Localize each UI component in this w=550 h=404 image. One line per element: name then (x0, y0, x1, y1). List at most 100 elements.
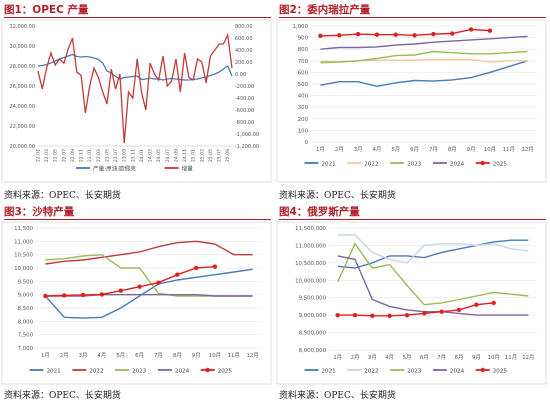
x-tick-label: 12月 (522, 354, 534, 361)
series-marker (374, 32, 380, 37)
x-tick-label: 7月 (437, 354, 446, 361)
x-tick-label: 23.03 (96, 149, 102, 162)
legend-label: 2024 (450, 162, 465, 168)
y-tick-label: 11,000 (14, 239, 33, 245)
series-line (37, 32, 233, 144)
y-tick-label-left: 24,000.00 (10, 104, 35, 110)
x-tick-label: 6月 (135, 352, 144, 359)
x-tick-label: 24.05 (156, 149, 162, 162)
series-marker (422, 311, 427, 316)
x-tick-label: 25.07 (217, 149, 223, 162)
panel-title: 图4：俄罗斯产量 (279, 206, 360, 218)
y-tick-label: 10,000,000 (295, 278, 326, 284)
venezuela-chart: 0 100 200 300 400 500 600 700 800 900 1,000 1月 2月 3月 4… (276, 19, 547, 183)
x-tick-label: 9月 (192, 352, 201, 359)
x-tick-label: 25.03 (199, 149, 205, 162)
series-marker (335, 312, 340, 318)
x-tick-label: 1月 (333, 354, 342, 361)
legend-label: 2024 (450, 369, 465, 375)
x-tick-label: 6月 (410, 146, 419, 153)
legend-label: 2023 (132, 369, 147, 375)
legend-label: 增量 (182, 165, 194, 173)
saudi-chart: 7,000 7,500 8,000 8,500 9,000 9,500 10,000 10,5… (1, 221, 272, 385)
x-tick-label: 3月 (79, 352, 88, 359)
x-tick-label: 22.07 (61, 149, 67, 162)
series-marker (393, 32, 398, 37)
x-tick-label: 24.11 (182, 149, 188, 162)
series-marker (137, 284, 142, 289)
series-marker (474, 302, 479, 307)
legend-label: 2021 (47, 369, 62, 375)
x-tick-label: 8月 (448, 146, 457, 153)
series-marker (404, 312, 410, 318)
panel-venezuela: 图2：委内瑞拉产量 0 100 200 300 400 500 600 700 800 900 1,… (275, 0, 550, 202)
y-tick-label: 10,500 (14, 253, 33, 259)
y-tick-label-right: 200.00 (235, 60, 253, 66)
y-tick-label-left: 22,000.00 (10, 124, 35, 130)
x-tick-label: 11月 (228, 352, 240, 359)
x-tick-label: 22.11 (79, 149, 85, 162)
series-marker (318, 33, 323, 39)
chart-frame (1, 19, 272, 183)
y-tick-label: 600 (298, 70, 309, 76)
legend-label: 2021 (322, 369, 337, 375)
y-tick-label-right: 800.00 (235, 24, 253, 30)
y-tick-label: 0 (305, 140, 309, 146)
y-tick-label-right: -1,000.00 (235, 132, 259, 138)
series-marker (156, 280, 161, 285)
legend-label: 2025 (218, 369, 233, 375)
source-note: 资料来源：OPEC、长安期货 (4, 391, 121, 401)
y-tick-label: 9,500 (18, 279, 34, 285)
x-tick-label: 3月 (354, 146, 363, 153)
y-tick-label-right: -400.00 (235, 96, 254, 102)
y-tick-label-right: 600.00 (235, 36, 253, 42)
y-tick-label: 11,500,000 (295, 226, 326, 232)
title-rule (279, 219, 546, 220)
y-tick-label-left: 20,000.00 (10, 144, 35, 150)
series-line (320, 28, 490, 37)
x-tick-label: 25.05 (208, 149, 214, 162)
x-tick-label: 9月 (472, 354, 481, 361)
title-rule (4, 17, 271, 18)
x-tick-label: 1月 (41, 352, 50, 359)
series-marker (412, 33, 417, 38)
x-tick-label: 24.03 (148, 149, 154, 162)
x-tick-label: 1月 (316, 146, 325, 153)
x-tick-label: 22.09 (70, 149, 76, 162)
x-tick-label: 10月 (488, 354, 500, 361)
y-tick-label: 8,500,000 (299, 331, 327, 337)
legend-label: 2025 (493, 162, 508, 168)
x-tick-label: 23.05 (104, 149, 110, 162)
y-tick-label: 300 (298, 105, 309, 111)
series-line (45, 293, 253, 297)
series-marker (491, 300, 496, 306)
y-tick-label: 11,000,000 (295, 243, 326, 249)
y-tick-label-left: 26,000.00 (10, 84, 35, 90)
series-line (337, 242, 529, 306)
title-rule (4, 219, 271, 220)
x-tick-label: 23.09 (122, 149, 128, 162)
legend-label: 产量:原油:欧佩克 (93, 165, 136, 173)
y-tick-label: 10,000 (14, 266, 33, 272)
x-tick-label: 2月 (335, 146, 344, 153)
x-tick-label: 5月 (116, 352, 125, 359)
x-tick-label: 6月 (420, 354, 429, 361)
y-tick-label: 9,000,000 (299, 313, 327, 319)
source-note: 资料来源：OPEC、长安期货 (4, 191, 121, 201)
legend-label: 2021 (322, 162, 337, 168)
x-tick-label: 5月 (391, 146, 400, 153)
title-rule (279, 17, 546, 18)
legend-label: 2023 (407, 162, 422, 168)
chart-frame (276, 19, 547, 183)
x-tick-label: 4月 (98, 352, 107, 359)
series-marker (370, 313, 375, 319)
series-marker (431, 31, 436, 37)
y-tick-label-right: -1,200.00 (235, 144, 259, 150)
series-marker (175, 272, 180, 277)
legend-label: 2022 (364, 369, 378, 375)
series-line (45, 266, 215, 297)
y-tick-label: 100 (298, 128, 309, 134)
source-note: 资料来源：OPEC、长安期货 (279, 391, 396, 401)
series-marker (355, 31, 361, 37)
source-note: 资料来源：OPEC、长安期货 (279, 191, 396, 201)
